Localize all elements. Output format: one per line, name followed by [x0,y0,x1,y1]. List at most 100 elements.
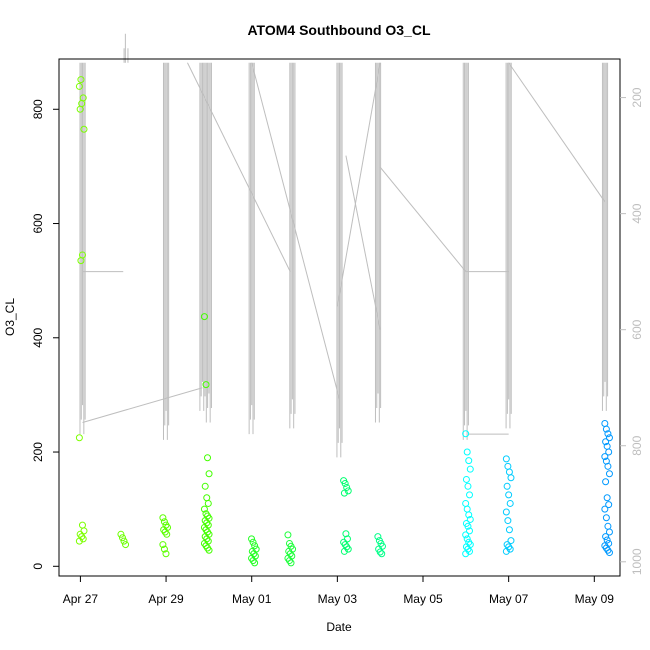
data-point [205,546,213,554]
data-point [200,313,208,321]
data-point [201,482,209,490]
data-point [466,547,474,555]
data-point [200,505,208,513]
data-point [77,76,85,84]
y-tick-label: 800 [31,99,45,119]
pressure-transit-line [508,62,606,203]
data-point [159,541,167,549]
x-tick-label: May 05 [403,592,443,606]
data-point [75,537,83,545]
data-point [507,474,515,482]
data-point [160,545,168,553]
data-point [502,455,510,463]
data-point [602,514,610,522]
x-tick-label: Apr 27 [63,592,99,606]
right-y-tick-label: 800 [630,435,644,455]
data-point [374,533,382,541]
data-point [503,482,511,490]
pressure-transit-line [82,387,203,424]
data-point [605,501,613,509]
pressure-transit-line [336,62,381,307]
x-tick-label: May 01 [232,592,272,606]
data-point [462,430,470,438]
pressure-transit-line [251,62,340,400]
y-tick-label: 0 [31,563,45,570]
data-point [466,465,474,473]
data-point [251,542,259,550]
data-point [602,438,610,446]
pressure-transit-line [345,155,381,330]
data-point [604,430,612,438]
y-tick-label: 600 [31,213,45,233]
y-axis-left: 0 200 400 600 800 [31,99,59,570]
data-point [464,482,472,490]
data-point [505,491,513,499]
x-axis: Apr 27 Apr 29 May 01 May 03 May 05 May 07 May … [63,575,615,606]
data-point [465,457,473,465]
data-point [462,550,470,558]
chart-title: ATOM4 Southbound O3_CL [247,22,430,38]
right-y-tick-label: 600 [630,319,644,339]
data-point [502,508,510,516]
data-point [601,505,609,513]
data-point [162,550,170,558]
x-tick-label: May 07 [489,592,529,606]
data-point [204,499,212,507]
right-y-tick-label: 1000 [630,548,644,575]
data-point [78,251,86,259]
x-tick-label: May 09 [575,592,615,606]
pressure-transit-line [379,166,467,272]
y-axis-right: 200 400 600 800 1000 [620,87,644,575]
data-point [602,478,610,486]
data-point [204,454,212,462]
data-point [462,475,470,483]
data-point [205,470,213,478]
data-point [602,533,610,541]
data-point [160,518,168,526]
data-point [344,487,352,495]
data-point [202,381,210,389]
data-point [376,548,384,556]
data-point [465,511,473,519]
data-point [122,541,130,549]
data-point [605,448,613,456]
data-point [251,559,259,567]
data-point [604,462,612,470]
data-point [506,545,514,553]
data-point [464,522,472,530]
data-point [605,549,613,557]
data-point [117,530,125,538]
data-point [79,94,87,102]
data-point [506,499,514,507]
data-point [605,470,613,478]
data-point [504,517,512,525]
data-point [284,531,292,539]
data-point [378,550,386,558]
pressure-trace-layer [79,33,609,458]
right-y-tick-label: 200 [630,87,644,107]
data-point [80,527,88,535]
x-tick-label: Apr 29 [148,592,184,606]
data-point [75,82,83,90]
data-point [344,545,352,553]
y-axis-label: O3_CL [3,298,17,336]
data-point [502,547,510,555]
data-point [80,125,88,133]
data-point [120,537,128,545]
data-point [79,535,87,543]
data-point [601,453,609,461]
pressure-transit-line [187,62,291,272]
data-point [462,531,470,539]
data-point [287,559,295,567]
data-point [340,547,348,555]
data-point [248,535,256,543]
y-tick-label: 200 [31,442,45,462]
data-point [466,491,474,499]
x-tick-label: May 03 [318,592,358,606]
y-tick-label: 400 [31,327,45,347]
data-point [343,535,351,543]
data-point [118,534,126,542]
data-point [605,434,613,442]
